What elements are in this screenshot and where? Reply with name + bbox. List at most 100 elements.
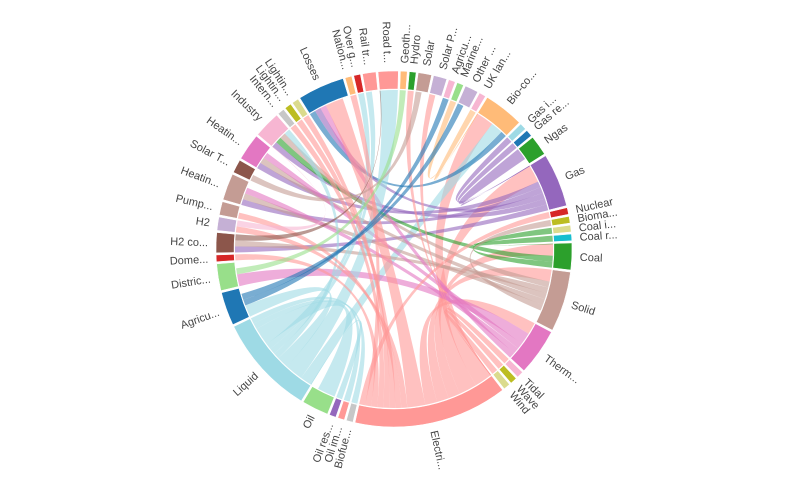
group-label: Agricu...: [179, 307, 221, 332]
chord-ribbon[interactable]: [256, 300, 353, 397]
group-arc[interactable]: [257, 114, 289, 147]
group-arc[interactable]: [518, 136, 545, 164]
group-label: Rail tr...: [356, 27, 373, 66]
group-arc[interactable]: [513, 130, 532, 148]
chord-ribbon[interactable]: [434, 109, 478, 182]
group-arc[interactable]: [329, 397, 342, 418]
chord-ribbon[interactable]: [419, 299, 535, 405]
group-arc[interactable]: [219, 201, 241, 219]
chord-ribbon[interactable]: [427, 100, 478, 179]
group-label: Therm...: [542, 353, 582, 387]
group-arc[interactable]: [377, 70, 399, 90]
group-label: Solar: [421, 39, 437, 67]
group-label: Geoth...: [399, 24, 413, 64]
chord-ribbon[interactable]: [272, 142, 547, 218]
group-arc[interactable]: [470, 92, 486, 113]
group-arc[interactable]: [354, 375, 503, 428]
group-label: Dome...: [170, 254, 209, 268]
group-arc[interactable]: [240, 135, 271, 168]
group-arc[interactable]: [233, 159, 256, 181]
group-arc[interactable]: [233, 318, 311, 402]
group-arc[interactable]: [344, 75, 357, 96]
group-arc[interactable]: [550, 216, 571, 226]
chord-ribbon[interactable]: [236, 146, 326, 231]
group-arc[interactable]: [299, 78, 349, 114]
group-arc[interactable]: [510, 323, 552, 372]
group-arc[interactable]: [457, 85, 479, 109]
chord-ribbon[interactable]: [235, 204, 549, 253]
chord-ribbon[interactable]: [325, 98, 426, 408]
group-label: Electri...: [427, 430, 447, 471]
group-arc[interactable]: [284, 103, 302, 123]
group-arc[interactable]: [292, 98, 309, 118]
group-arc[interactable]: [346, 402, 358, 423]
chord-ribbon[interactable]: [458, 149, 530, 206]
group-label: Liquid: [231, 370, 261, 399]
chord-ribbon[interactable]: [245, 287, 332, 367]
group-arc[interactable]: [215, 254, 235, 263]
ribbons-layer: [235, 90, 554, 409]
chord-ribbon[interactable]: [235, 240, 549, 294]
group-label: Coal: [580, 252, 603, 265]
chord-ribbon[interactable]: [350, 94, 380, 407]
group-label: Heatin...: [204, 115, 244, 148]
group-arc[interactable]: [498, 365, 517, 384]
group-arc[interactable]: [337, 400, 350, 421]
chord-ribbon[interactable]: [469, 219, 552, 311]
group-arc[interactable]: [529, 155, 567, 211]
group-arc[interactable]: [429, 75, 448, 97]
arcs-layer: [215, 70, 573, 428]
group-arc[interactable]: [277, 109, 296, 128]
chord-ribbon[interactable]: [434, 243, 554, 399]
group-arc[interactable]: [552, 242, 573, 271]
group-label: Losses: [297, 46, 322, 83]
chord-ribbon[interactable]: [438, 165, 539, 394]
group-label: Coal i...: [578, 218, 616, 234]
group-label: Hydro: [408, 34, 423, 64]
group-arc[interactable]: [407, 71, 417, 91]
group-label: Coal r...: [579, 229, 618, 243]
chord-ribbon[interactable]: [310, 319, 362, 400]
group-arc[interactable]: [442, 79, 456, 100]
group-arc[interactable]: [216, 262, 239, 291]
group-arc[interactable]: [477, 97, 520, 136]
chord-ribbon[interactable]: [250, 296, 361, 402]
chord-ribbon[interactable]: [303, 115, 390, 408]
chord-ribbon[interactable]: [315, 108, 545, 213]
chord-ribbon[interactable]: [260, 157, 547, 300]
chord-ribbon[interactable]: [427, 267, 552, 403]
group-arc[interactable]: [507, 123, 526, 142]
group-arc[interactable]: [504, 359, 523, 378]
group-arc[interactable]: [221, 288, 250, 325]
group-label: H2 co...: [170, 236, 208, 249]
group-arc[interactable]: [415, 72, 432, 93]
group-arc[interactable]: [353, 73, 365, 94]
chord-ribbon[interactable]: [472, 227, 553, 268]
group-arc[interactable]: [362, 71, 378, 92]
group-arc[interactable]: [450, 82, 464, 103]
chord-ribbon[interactable]: [473, 235, 553, 246]
group-arc[interactable]: [216, 216, 237, 233]
group-label: Heatin...: [179, 165, 222, 191]
group-label: Distric...: [170, 274, 211, 292]
group-label: Pump...: [174, 193, 214, 213]
group-arc[interactable]: [222, 173, 250, 205]
chord-ribbon[interactable]: [442, 310, 498, 376]
group-label: Bio-co...: [505, 68, 539, 107]
group-arc[interactable]: [399, 70, 408, 90]
group-label: Oil: [301, 413, 318, 430]
group-label: H2: [195, 215, 211, 229]
group-arc[interactable]: [536, 269, 571, 331]
group-arc[interactable]: [549, 207, 569, 219]
group-arc[interactable]: [552, 224, 572, 234]
chord-ribbon[interactable]: [419, 94, 491, 376]
group-arc[interactable]: [492, 370, 510, 390]
group-arc[interactable]: [302, 386, 335, 415]
group-label: Gas: [563, 164, 587, 183]
group-arc[interactable]: [215, 232, 235, 254]
group-label: Solid: [570, 299, 597, 318]
chord-ribbon[interactable]: [286, 90, 398, 379]
group-arc[interactable]: [553, 233, 573, 242]
